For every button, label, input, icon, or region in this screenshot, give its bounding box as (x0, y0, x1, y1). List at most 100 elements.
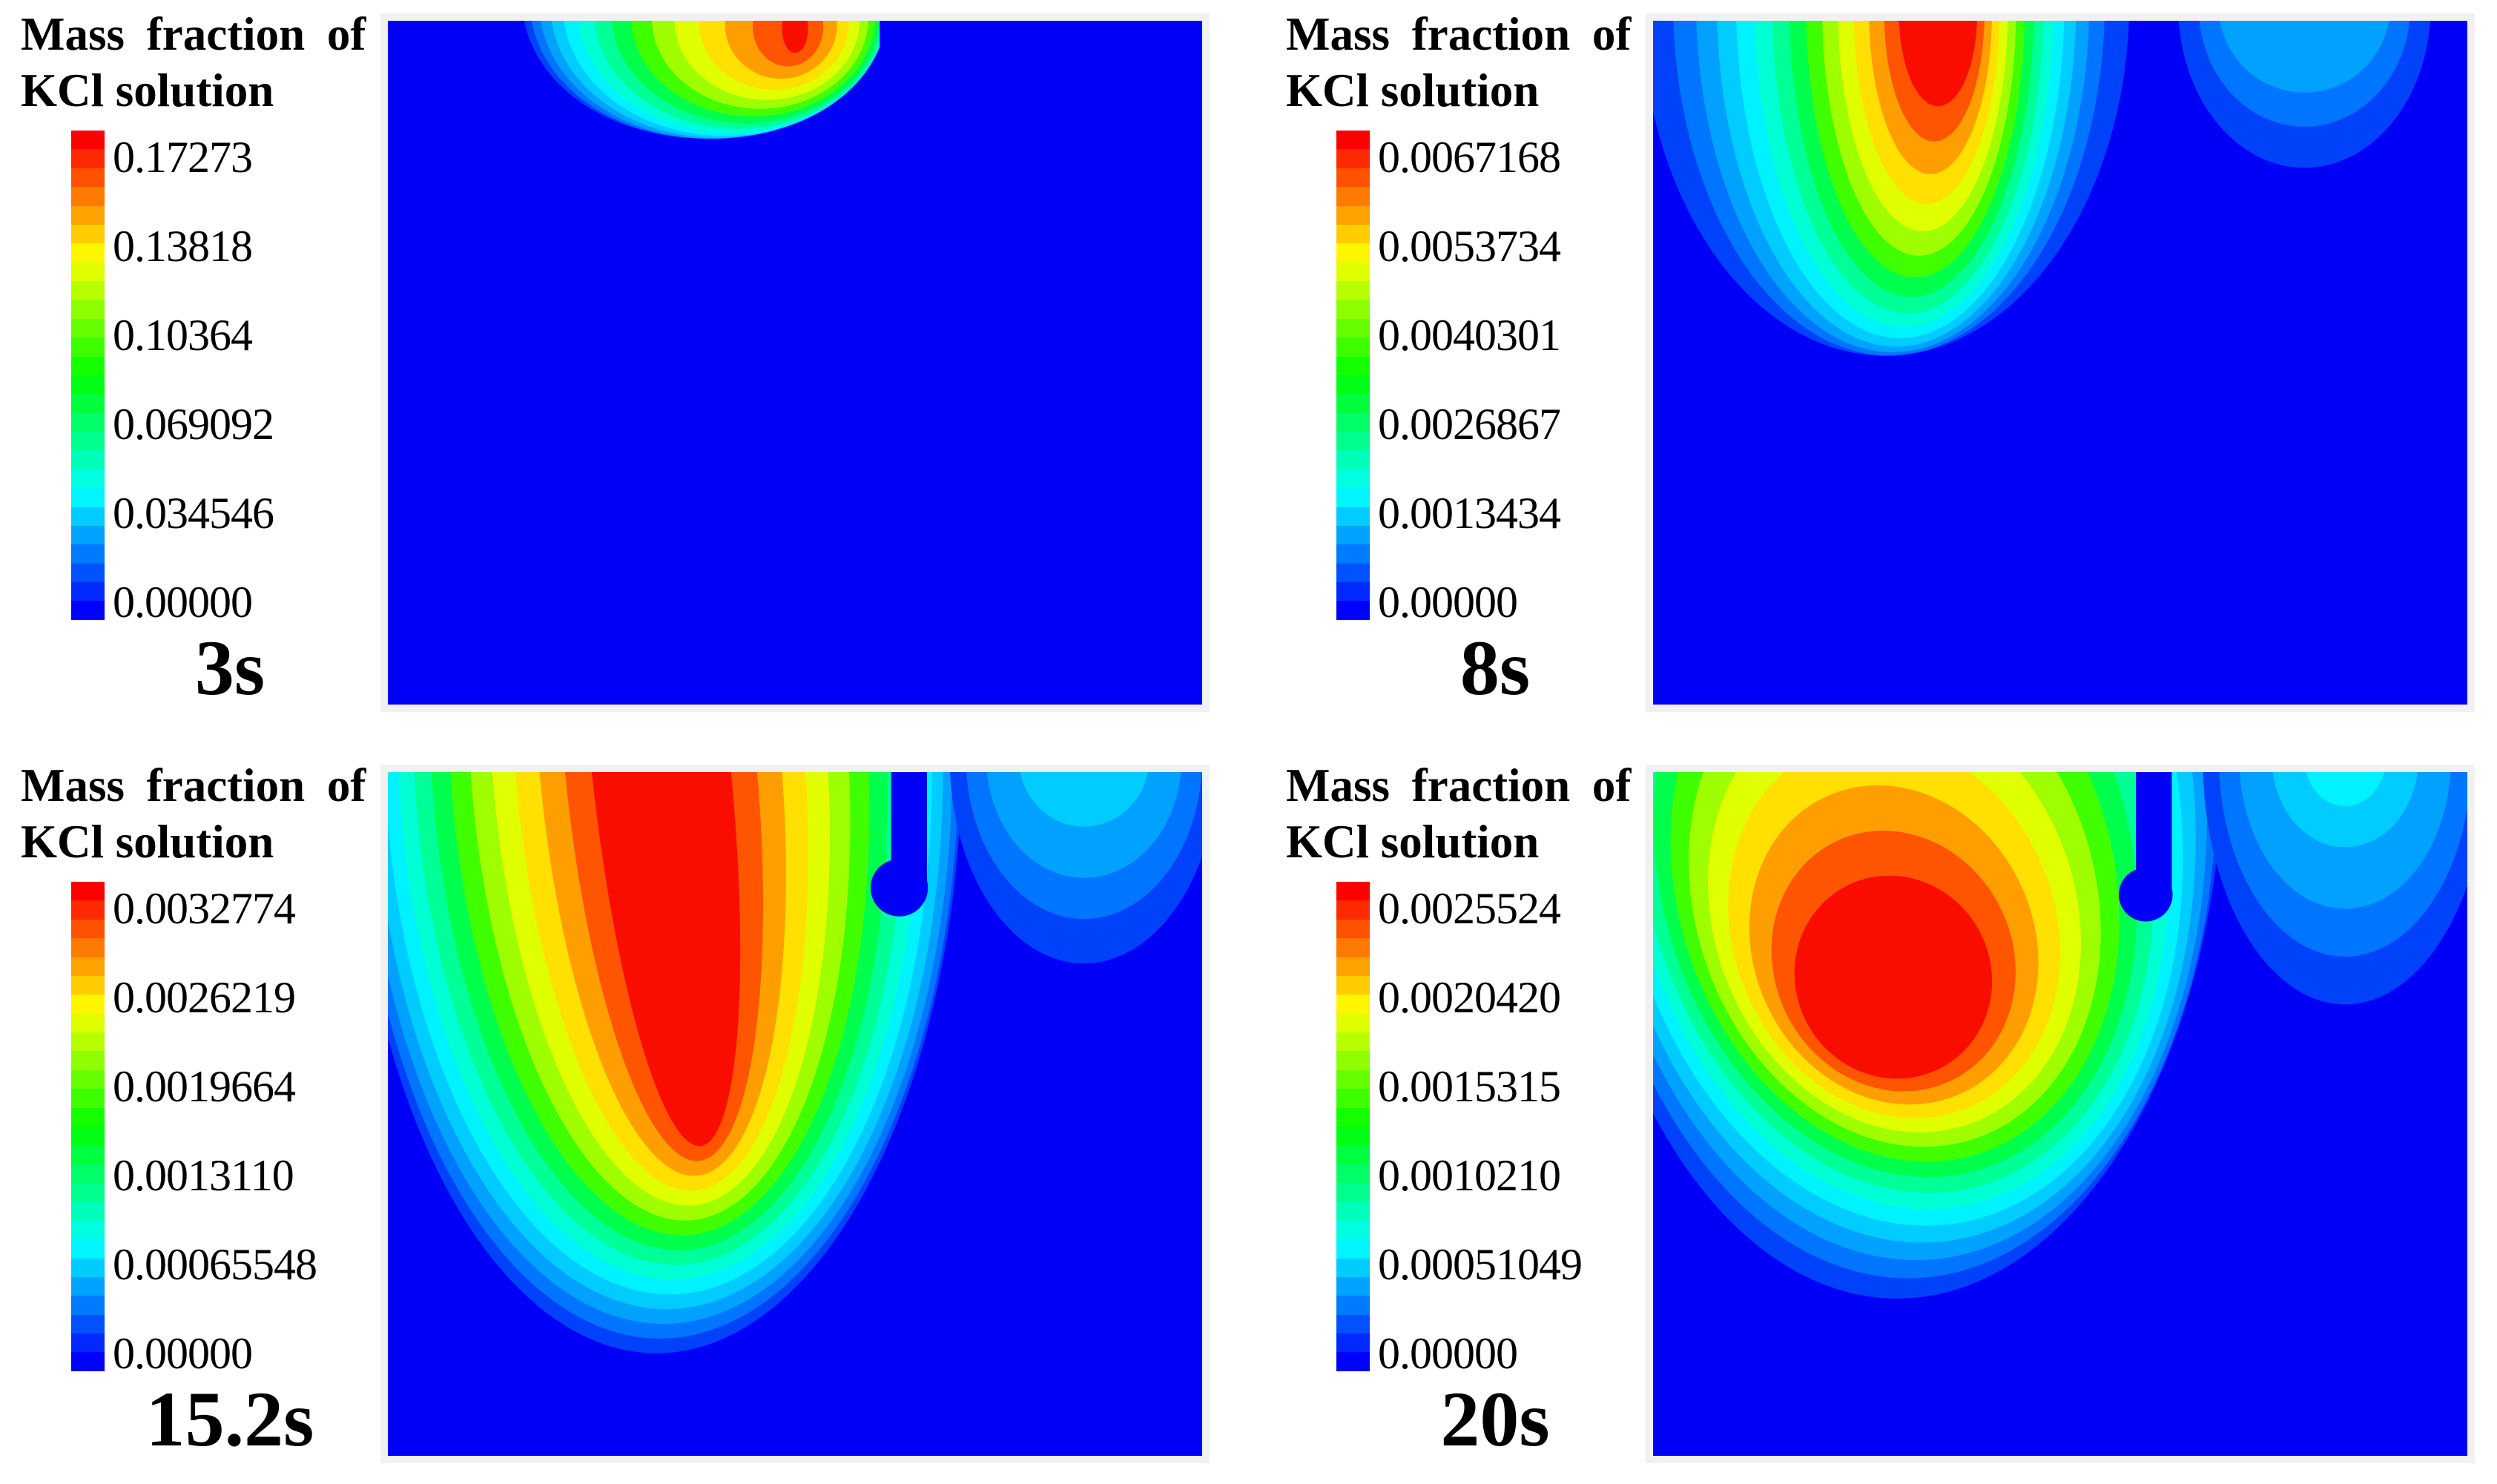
contour-plot (380, 13, 1210, 712)
colorbar-band (1336, 262, 1370, 281)
probe-tube-tip (2136, 869, 2172, 906)
panel-20s: Mass fraction of KCl solution 0.0025524 … (1265, 751, 2497, 1484)
colorbar-band (1336, 488, 1370, 507)
probe-tube-tip (2145, 125, 2179, 158)
colorbar-tick: 0.17273 (113, 133, 253, 182)
colorbar-band (1336, 432, 1370, 451)
colorbar-band (71, 187, 105, 206)
colorbar-band (1336, 919, 1370, 939)
colorbar-band (71, 168, 105, 188)
contour-plot (1646, 765, 2475, 1463)
colorbar-band (71, 1201, 105, 1221)
colorbar-band (71, 224, 105, 244)
colorbar-tick: 0.00000 (113, 578, 253, 627)
colorbar-band (71, 1352, 105, 1371)
colorbar-band (71, 975, 105, 995)
colorbar-band (71, 1258, 105, 1277)
secondary-lobe-band (2306, 772, 2384, 807)
colorbar-band (71, 900, 105, 920)
probe-tube (2145, 21, 2179, 142)
colorbar-band (71, 356, 105, 375)
colorbar-band (1336, 938, 1370, 957)
colorbar-band (1336, 318, 1370, 338)
time-label: 8s (1459, 624, 1531, 711)
colorbar-band (1336, 337, 1370, 357)
colorbar (1336, 882, 1370, 1371)
colorbar-band (71, 149, 105, 168)
contour-plot (380, 765, 1210, 1463)
probe-tube-tip (891, 863, 927, 899)
colorbar-band (1336, 131, 1370, 150)
colorbar (71, 131, 105, 620)
time-label: 15.2s (145, 1376, 314, 1462)
colorbar-band (71, 1051, 105, 1070)
colorbar-band (71, 1276, 105, 1296)
colorbar-band (1336, 1145, 1370, 1164)
colorbar-title: Mass fraction of KCl solution (21, 757, 392, 870)
colorbar-title: Mass fraction of KCl solution (1286, 757, 1657, 870)
colorbar-band (71, 582, 105, 601)
colorbar-tick: 0.0013110 (113, 1151, 294, 1200)
colorbar-tick: 0.00000 (113, 1329, 253, 1378)
colorbar-band (71, 337, 105, 357)
colorbar-band (1336, 525, 1370, 545)
colorbar-band (71, 375, 105, 395)
colorbar-band (1336, 1032, 1370, 1052)
colorbar-band (1336, 224, 1370, 244)
colorbar-band (71, 882, 105, 901)
colorbar-band (1336, 168, 1370, 188)
colorbar-band (1336, 563, 1370, 582)
colorbar-band (1336, 1164, 1370, 1183)
panel-3s: Mass fraction of KCl solution 0.17273 0.… (0, 0, 1232, 733)
colorbar-band (1336, 469, 1370, 489)
colorbar-band (1336, 1352, 1370, 1371)
colorbar-band (71, 1126, 105, 1146)
contour-plot (1646, 13, 2475, 712)
colorbar-band (1336, 281, 1370, 300)
colorbar-band (71, 919, 105, 939)
colorbar-tick: 0.0032774 (113, 884, 296, 933)
colorbar-tick: 0.0019664 (113, 1062, 296, 1111)
colorbar-band (1336, 375, 1370, 395)
colorbar-band (1336, 1013, 1370, 1032)
colorbar-band (71, 957, 105, 976)
colorbar-band (71, 262, 105, 281)
title-line2: KCl solution (21, 65, 274, 116)
colorbar-band (1336, 1183, 1370, 1202)
colorbar-band (71, 544, 105, 564)
colorbar-band (1336, 243, 1370, 263)
colorbar-tick: 0.0026219 (113, 973, 296, 1022)
colorbar-band (1336, 601, 1370, 620)
colorbar-band (1336, 300, 1370, 319)
panel-15-2s: Mass fraction of KCl solution 0.0032774 … (0, 751, 1232, 1484)
colorbar-band (1336, 544, 1370, 564)
colorbar-band (71, 1032, 105, 1052)
colorbar-band (71, 1296, 105, 1315)
colorbar-tick: 0.0067168 (1378, 133, 1561, 182)
plume-contour-band (782, 21, 808, 53)
colorbar-band (1336, 975, 1370, 995)
colorbar-band (71, 1164, 105, 1183)
colorbar-tick: 0.0010210 (1378, 1151, 1561, 1200)
colorbar-band (71, 205, 105, 225)
colorbar-band (1336, 995, 1370, 1014)
colorbar-band (71, 1220, 105, 1240)
colorbar-band (71, 412, 105, 432)
colorbar-band (71, 300, 105, 319)
colorbar-band (71, 432, 105, 451)
colorbar-band (71, 563, 105, 582)
time-label: 20s (1440, 1376, 1550, 1462)
colorbar-title: Mass fraction of KCl solution (1286, 6, 1657, 119)
colorbar-band (1336, 394, 1370, 413)
colorbar-band (1336, 149, 1370, 168)
colorbar-tick: 0.0015315 (1378, 1062, 1561, 1111)
colorbar-band (1336, 1333, 1370, 1353)
colorbar-tick: 0.034546 (113, 489, 274, 538)
colorbar-band (1336, 1051, 1370, 1070)
colorbar-tick: 0.0053734 (1378, 222, 1561, 271)
colorbar-band (1336, 1220, 1370, 1240)
colorbar-band (1336, 412, 1370, 432)
field-background (388, 21, 1202, 705)
secondary-lobe-band (1020, 772, 1148, 827)
colorbar-band (71, 243, 105, 263)
